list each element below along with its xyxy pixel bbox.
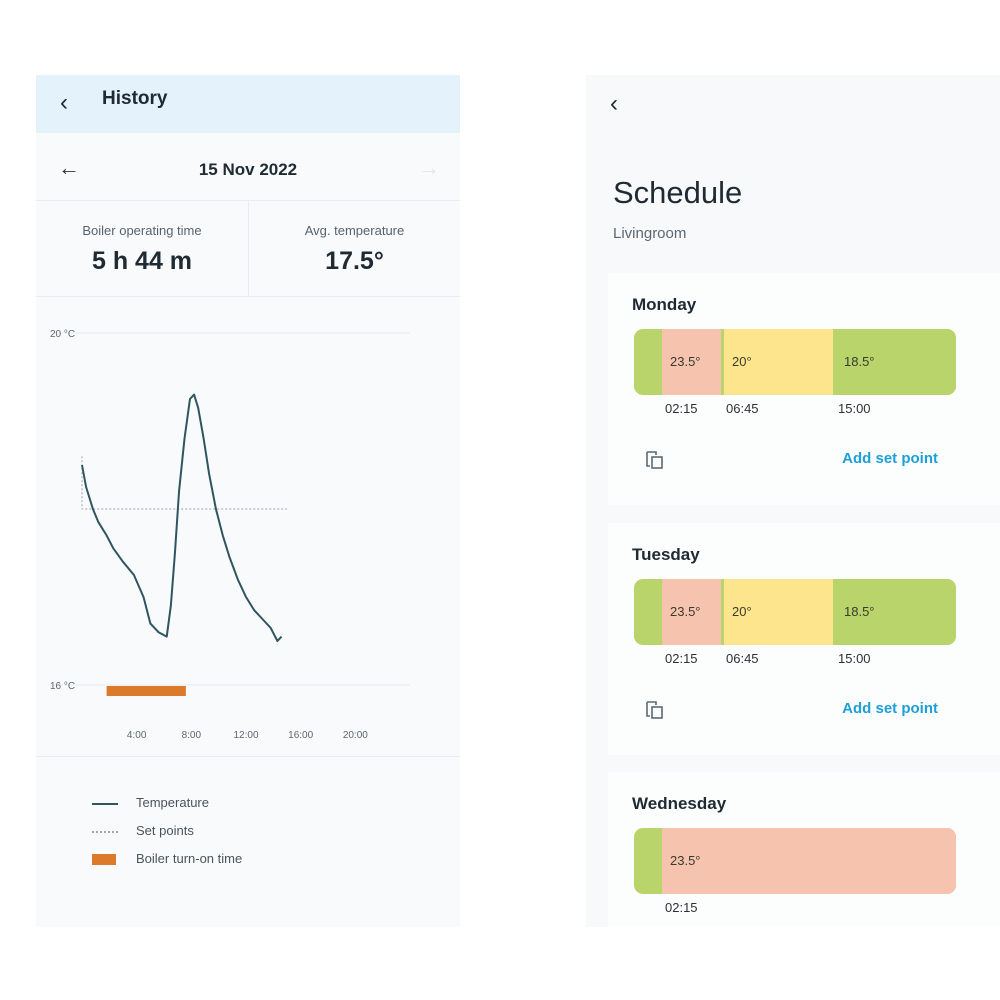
schedule-screen: ‹ Schedule Livingroom Monday 23.5° 20° 1… <box>586 75 1000 927</box>
room-name: Livingroom <box>613 225 687 242</box>
segment-start-time: 15:00 <box>838 401 871 416</box>
day-card-monday: Monday 23.5° 20° 18.5° 02:15 06:45 15:00… <box>608 273 1000 505</box>
segment-times: 02:15 <box>608 900 1000 920</box>
stat-value: 5 h 44 m <box>91 247 193 275</box>
set-points-line <box>81 456 287 510</box>
page-title: History <box>102 88 168 109</box>
segment-temp: 18.5° <box>844 354 875 369</box>
back-chevron-icon[interactable]: ‹ <box>610 90 618 117</box>
segment-times: 02:15 06:45 15:00 <box>608 401 1000 421</box>
stat-label: Avg. temperature <box>304 223 405 238</box>
page-title: Schedule <box>613 175 743 210</box>
schedule-segment[interactable]: 20° <box>724 329 833 395</box>
add-set-point-button[interactable]: Add set point <box>842 700 938 717</box>
day-name: Monday <box>632 295 697 314</box>
x-tick-label: 12:00 <box>233 730 258 741</box>
segment-temp: 18.5° <box>844 604 875 619</box>
temperature-line <box>81 393 283 642</box>
avg-temperature-stat: Avg. temperature 17.5° <box>248 201 460 297</box>
boiler-operating-time-stat: Boiler operating time 5 h 44 m <box>36 201 248 297</box>
day-card-tuesday: Tuesday 23.5° 20° 18.5° 02:15 06:45 15:0… <box>608 523 1000 755</box>
segment-start-time: 02:15 <box>665 651 698 666</box>
segment-temp: 23.5° <box>670 853 701 868</box>
segment-temp: 20° <box>732 604 752 619</box>
segment-start-time: 06:45 <box>726 651 759 666</box>
schedule-bar[interactable]: 23.5° 20° 18.5° <box>634 329 956 395</box>
x-tick-label: 4:00 <box>127 730 147 741</box>
stat-value: 17.5° <box>325 247 384 275</box>
copy-icon[interactable] <box>644 449 666 471</box>
copy-icon[interactable] <box>644 699 666 721</box>
back-chevron-icon[interactable]: ‹ <box>60 89 68 116</box>
legend-label: Boiler turn-on time <box>136 851 243 866</box>
boiler-on-bar <box>106 686 186 696</box>
history-screen: ‹ History ← 15 Nov 2022 → Boiler operati… <box>36 75 460 927</box>
legend-label: Set points <box>136 823 194 838</box>
segment-temp: 23.5° <box>670 604 701 619</box>
date-label: 15 Nov 2022 <box>198 160 298 179</box>
schedule-segment[interactable]: 18.5° <box>836 579 956 645</box>
schedule-segment[interactable]: 18.5° <box>836 329 956 395</box>
x-tick-label: 20:00 <box>343 730 368 741</box>
legend-block-swatch <box>92 854 116 865</box>
segment-start-time: 06:45 <box>726 401 759 416</box>
legend-dotted-swatch <box>92 831 118 833</box>
date-navigator: ← 15 Nov 2022 → <box>36 133 460 201</box>
segment-temp: 23.5° <box>670 354 701 369</box>
chart-legend: Temperature Set points Boiler turn-on ti… <box>86 793 436 903</box>
segment-start-time: 02:15 <box>665 900 698 915</box>
legend-label: Temperature <box>136 795 209 810</box>
day-name: Wednesday <box>632 794 727 813</box>
schedule-bar[interactable]: 23.5° <box>634 828 956 894</box>
day-name: Tuesday <box>632 545 700 564</box>
segment-times: 02:15 06:45 15:00 <box>608 651 1000 671</box>
add-set-point-button[interactable]: Add set point <box>842 450 938 467</box>
stats-row: Boiler operating time 5 h 44 m Avg. temp… <box>36 201 460 297</box>
schedule-segment[interactable]: 23.5° <box>662 329 721 395</box>
temperature-chart: 20 °C 16 °C 4:00 8:00 12:00 16:00 20:00 <box>50 329 410 741</box>
x-tick-label: 8:00 <box>182 730 202 741</box>
y-tick-label: 20 °C <box>50 329 75 340</box>
schedule-bar[interactable]: 23.5° 20° 18.5° <box>634 579 956 645</box>
previous-day-arrow-icon[interactable]: ← <box>58 155 80 180</box>
segment-start-time: 15:00 <box>838 651 871 666</box>
stat-label: Boiler operating time <box>82 223 202 238</box>
next-day-arrow-icon[interactable]: → <box>418 155 440 180</box>
history-header: ‹ History <box>36 75 460 133</box>
segment-temp: 20° <box>732 354 752 369</box>
day-card-wednesday: Wednesday 23.5° 02:15 <box>608 772 1000 927</box>
schedule-segment[interactable]: 23.5° <box>662 828 956 894</box>
legend-line-swatch <box>92 803 118 805</box>
segment-start-time: 02:15 <box>665 401 698 416</box>
schedule-segment[interactable]: 23.5° <box>662 579 721 645</box>
temperature-chart-area: 20 °C 16 °C 4:00 8:00 12:00 16:00 20:00 <box>36 297 460 757</box>
x-tick-label: 16:00 <box>288 730 313 741</box>
y-tick-label: 16 °C <box>50 681 75 692</box>
schedule-segment[interactable]: 20° <box>724 579 833 645</box>
